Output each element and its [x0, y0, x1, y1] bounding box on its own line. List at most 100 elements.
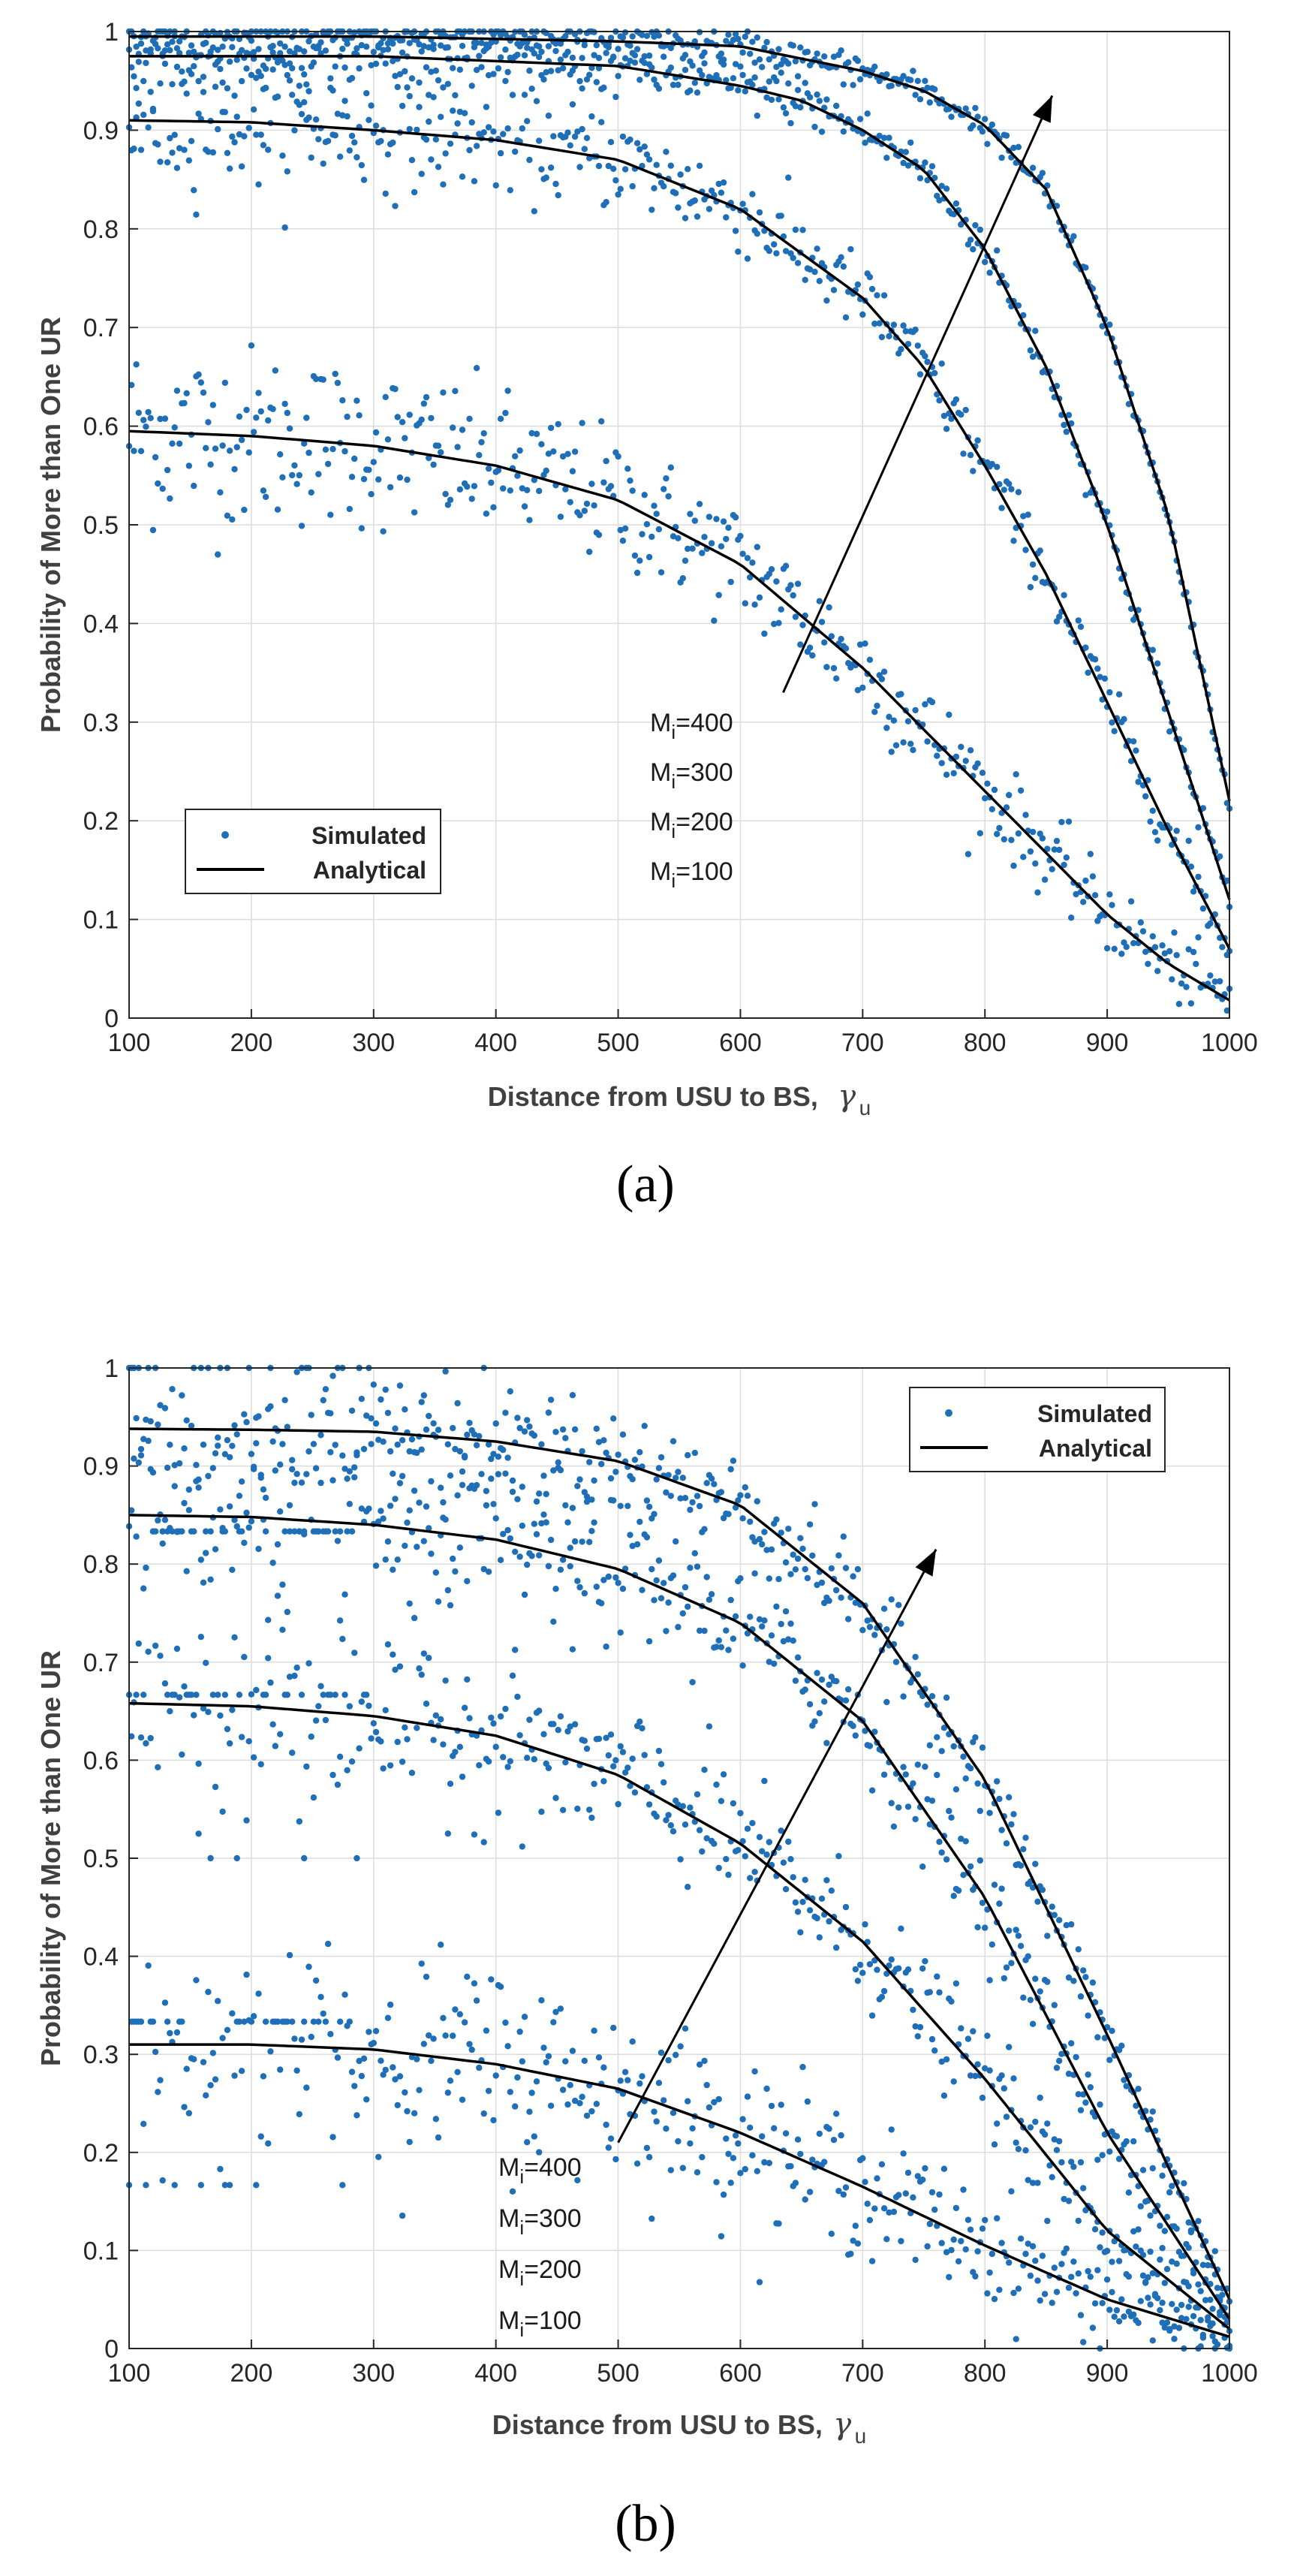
simulated-point [696, 1827, 703, 1833]
m-subscript: i [519, 2318, 524, 2341]
simulated-point [312, 1465, 320, 1472]
simulated-point [571, 133, 579, 140]
simulated-point [1003, 132, 1010, 139]
simulated-point [351, 455, 358, 462]
m-annotations: Mi=400 Mi=300 Mi=200 Mi=100 [650, 709, 733, 892]
y-tick-label: 0.4 [83, 610, 119, 638]
simulated-point [984, 780, 991, 787]
simulated-point [157, 415, 164, 423]
simulated-point [564, 129, 571, 136]
simulated-point [615, 45, 621, 53]
simulated-point [1006, 2259, 1013, 2266]
simulated-point [396, 1663, 404, 1670]
simulated-point [943, 771, 950, 779]
simulated-point [1163, 2319, 1171, 2326]
simulated-point [1053, 2065, 1061, 2071]
simulated-point [1080, 2185, 1087, 2192]
simulated-point [1037, 1988, 1043, 1995]
simulated-point [649, 64, 655, 71]
simulated-point [552, 1429, 559, 1436]
simulated-point [631, 1457, 639, 1463]
simulated-point [617, 1743, 624, 1750]
simulated-point [574, 1577, 581, 1584]
simulated-point [1001, 1975, 1008, 1982]
simulated-point [936, 397, 943, 404]
simulated-point [564, 1728, 571, 1735]
simulated-point [1106, 688, 1113, 696]
simulated-point [588, 2107, 595, 2115]
simulated-point [886, 713, 892, 720]
scatter-points [125, 28, 1233, 1014]
simulated-point [883, 1626, 890, 1633]
simulated-point [900, 73, 907, 80]
simulated-point [509, 92, 516, 98]
simulated-point [773, 1603, 780, 1610]
simulated-point [322, 1716, 330, 1724]
simulated-point [1068, 1921, 1075, 1928]
simulated-point [907, 77, 914, 83]
x-tick-label: 300 [352, 2359, 395, 2388]
simulated-point [794, 1654, 802, 1661]
simulated-point [823, 1740, 830, 1746]
simulated-point [233, 1523, 240, 1530]
simulated-point [447, 1780, 454, 1787]
simulated-point [310, 1441, 317, 1448]
simulated-point [1058, 2261, 1065, 2267]
simulated-point [718, 189, 725, 196]
simulated-point [806, 266, 814, 273]
simulated-point [603, 1734, 609, 1741]
simulated-point [943, 2056, 950, 2063]
simulated-point [792, 1899, 799, 1906]
simulated-point [974, 2061, 981, 2068]
simulated-point [1147, 2212, 1154, 2219]
simulated-point [802, 80, 808, 86]
m-value: =100 [676, 857, 733, 886]
simulated-point [720, 61, 727, 68]
simulated-point [1068, 2159, 1075, 2165]
simulated-point [926, 1742, 934, 1749]
simulated-point [231, 2072, 238, 2079]
simulated-point [1121, 716, 1127, 722]
simulated-point [423, 1503, 430, 1510]
simulated-point [706, 1596, 713, 1603]
simulated-point [442, 490, 449, 498]
simulated-point [1178, 980, 1185, 987]
simulated-point [828, 1888, 835, 1894]
simulated-point [514, 41, 521, 47]
simulated-point [588, 1496, 595, 1503]
simulated-point [747, 2124, 754, 2131]
simulated-point [179, 2018, 185, 2025]
simulated-point [621, 1769, 629, 1776]
simulated-point [1053, 2288, 1061, 2295]
simulated-point [629, 1755, 636, 1762]
simulated-point [562, 2058, 569, 2065]
simulated-point [555, 1459, 561, 1466]
simulated-point [450, 1555, 456, 1562]
simulated-point [687, 1506, 694, 1514]
simulated-point [725, 524, 732, 532]
simulated-point [543, 69, 549, 76]
simulated-point [504, 1764, 511, 1770]
simulated-point [775, 1576, 782, 1583]
simulated-point [979, 2225, 986, 2232]
simulated-point [866, 1961, 874, 1968]
simulated-point [1061, 421, 1067, 429]
simulated-point [207, 1854, 214, 1862]
simulated-point [354, 1854, 360, 1862]
simulated-point [1130, 738, 1137, 745]
simulated-point [636, 77, 643, 83]
simulated-point [1207, 972, 1214, 979]
simulated-point [811, 123, 818, 131]
simulated-point [564, 1519, 571, 1526]
simulated-point [444, 2089, 451, 2096]
simulated-point [348, 1407, 356, 1415]
simulated-point [845, 59, 852, 66]
simulated-point [471, 1431, 478, 1438]
simulated-point [442, 1677, 449, 1684]
simulated-point [291, 1672, 298, 1680]
simulated-point [440, 389, 447, 396]
simulated-point [188, 42, 195, 49]
simulated-point [998, 505, 1005, 511]
simulated-point [948, 2246, 955, 2254]
simulated-point [747, 1875, 754, 1882]
